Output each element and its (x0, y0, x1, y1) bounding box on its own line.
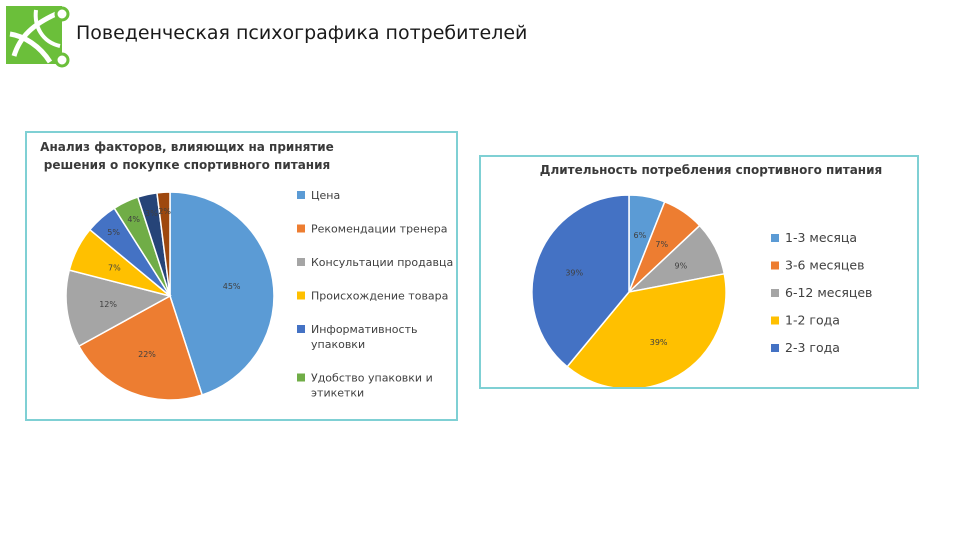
legend-swatch (297, 291, 305, 300)
legend-swatch (771, 261, 779, 270)
legend-swatch (297, 224, 305, 233)
legend-swatch (297, 325, 305, 333)
slice-label: 12% (99, 300, 117, 309)
legend-label: Удобство упаковки и (311, 372, 433, 385)
slice-label: 7% (655, 240, 668, 249)
legend-label: Происхождение товара (311, 290, 448, 303)
factors-chart: Анализ факторов, влияющих на принятие реш… (25, 131, 458, 421)
slice-label: 39% (565, 268, 583, 277)
legend-swatch (771, 234, 779, 242)
legend-label: 1-2 года (785, 313, 840, 328)
slice-label: 7% (108, 264, 121, 273)
logo (6, 6, 70, 68)
legend-swatch (297, 373, 305, 382)
legend-label: Цена (311, 189, 340, 202)
legend-label: Консультации продавца (311, 256, 453, 269)
page-title: Поведенческая психографика потребителей (76, 22, 528, 44)
slice-label: 3% (145, 209, 158, 218)
legend-label: этикетки (311, 387, 364, 400)
legend-swatch (297, 191, 305, 199)
legend-swatch (297, 258, 305, 266)
slice-label: 9% (675, 262, 688, 271)
pie-slice (65, 269, 173, 348)
pie-slice (156, 191, 171, 297)
duration-pie-chart: Длительность потребления спортивного пит… (531, 163, 882, 387)
legend-label: 3-6 месяцев (785, 258, 864, 273)
green-leaf-logo-icon (6, 6, 70, 68)
chart-title: Анализ факторов, влияющих на принятие (40, 140, 334, 154)
chart-title: решения о покупке спортивного питания (44, 158, 330, 172)
slice-label: 4% (127, 215, 140, 224)
legend-label: упаковки (311, 338, 365, 351)
legend-label: 1-3 месяца (785, 230, 857, 245)
pie-slice (77, 294, 204, 401)
legend-swatch (771, 289, 779, 297)
legend-label: 6-12 месяцев (785, 285, 872, 300)
slice-label: 39% (650, 338, 668, 347)
legend-swatch (771, 344, 779, 352)
slice-label: 2% (158, 207, 171, 216)
slice-label: 22% (138, 350, 156, 359)
pie-slice (169, 191, 275, 396)
duration-chart: Длительность потребления спортивного пит… (479, 155, 919, 389)
pie-slice (531, 194, 630, 368)
slice-label: 45% (223, 282, 241, 291)
pie-slice (566, 272, 727, 387)
legend-label: Рекомендации тренера (311, 223, 448, 236)
slice-label: 5% (107, 228, 120, 237)
slice-label: 6% (634, 231, 647, 240)
legend-label: 2-3 года (785, 340, 840, 355)
legend-label: Информативность (311, 323, 417, 336)
chart-title: Длительность потребления спортивного пит… (540, 163, 882, 177)
factors-pie-chart: Анализ факторов, влияющих на принятие реш… (40, 140, 453, 401)
legend-swatch (771, 316, 779, 325)
